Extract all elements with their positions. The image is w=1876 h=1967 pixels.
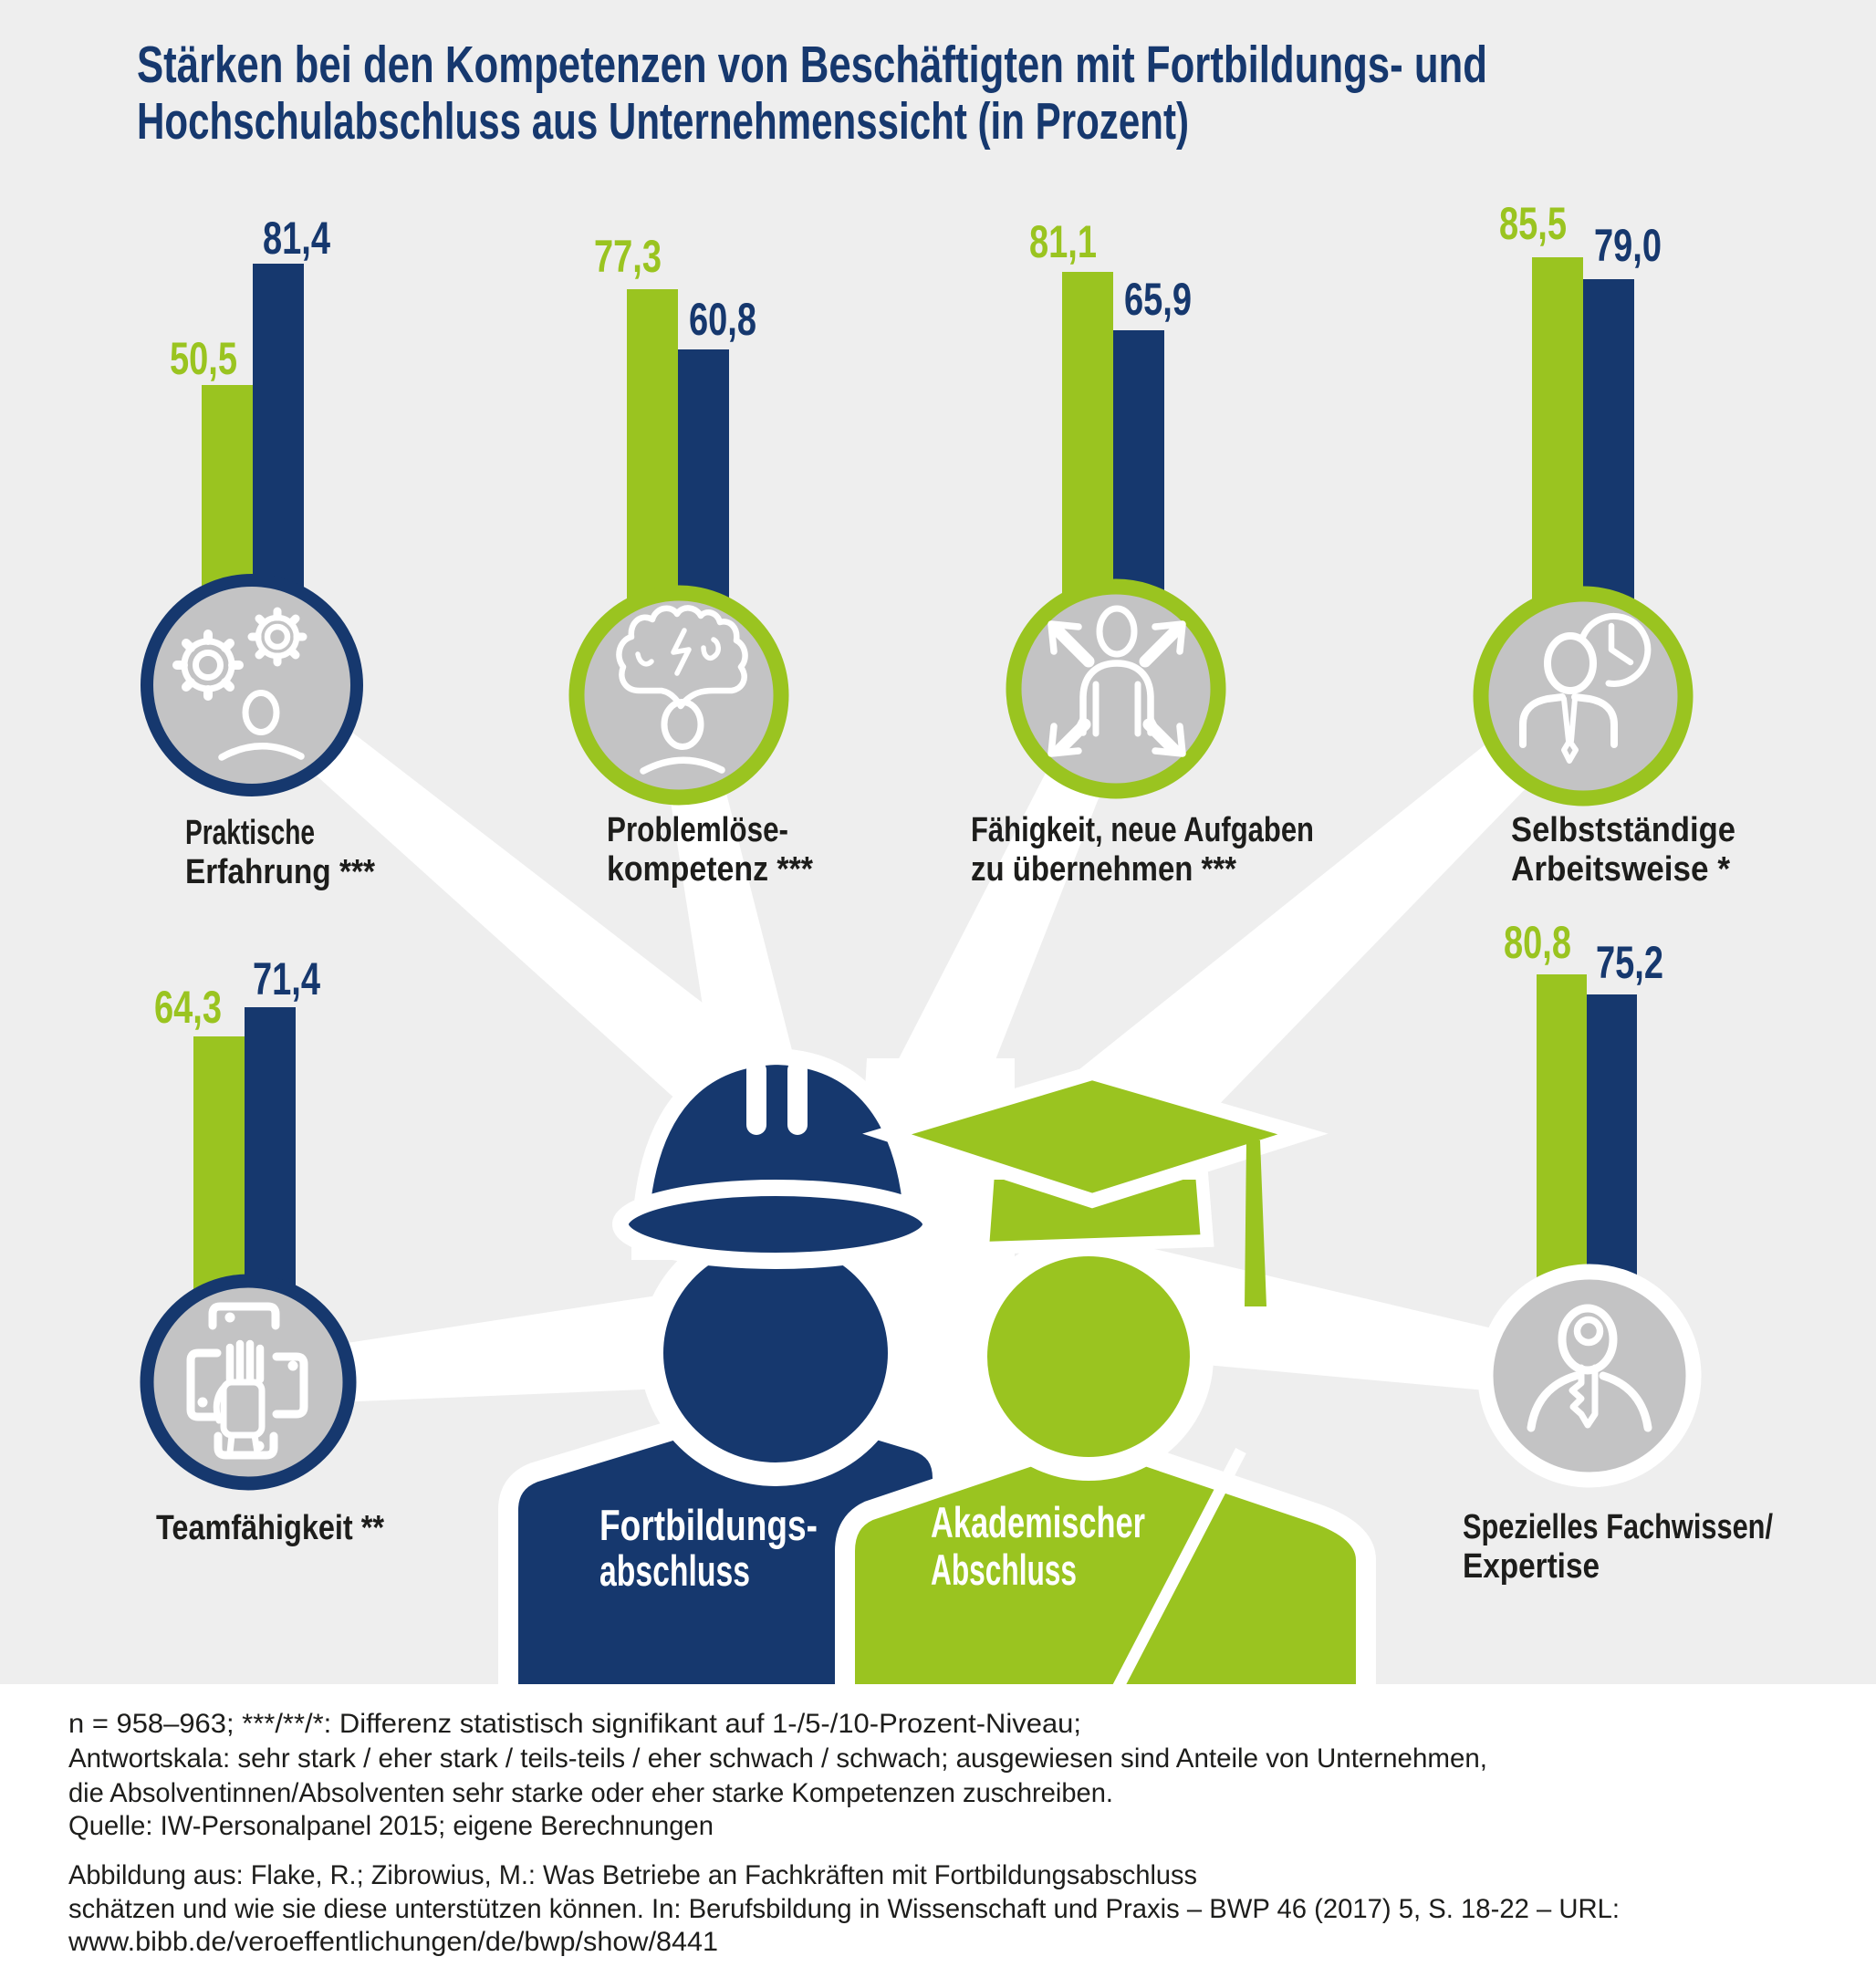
svg-text:71,4: 71,4 [253, 953, 320, 1004]
svg-text:Teamfähigkeit **: Teamfähigkeit ** [156, 1509, 384, 1547]
svg-text:kompetenz ***: kompetenz *** [607, 850, 813, 889]
svg-text:Spezielles Fachwissen/: Spezielles Fachwissen/ [1463, 1508, 1773, 1546]
svg-text:79,0: 79,0 [1594, 220, 1662, 271]
svg-text:abschluss: abschluss [599, 1546, 750, 1595]
svg-text:zu übernehmen ***: zu übernehmen *** [971, 850, 1236, 889]
svg-text:81,1: 81,1 [1029, 216, 1097, 267]
svg-text:60,8: 60,8 [689, 294, 756, 345]
svg-text:Erfahrung ***: Erfahrung *** [185, 853, 375, 891]
svg-text:85,5: 85,5 [1499, 198, 1567, 249]
svg-text:Quelle: IW-Personalpanel 2015;: Quelle: IW-Personalpanel 2015; eigene Be… [68, 1811, 714, 1841]
svg-text:Fortbildungs-: Fortbildungs- [599, 1501, 818, 1549]
svg-text:Expertise: Expertise [1463, 1547, 1600, 1586]
svg-text:Problemlöse-: Problemlöse- [607, 811, 788, 849]
svg-text:50,5: 50,5 [170, 333, 237, 384]
svg-text:die Absolventinnen/Absolventen: die Absolventinnen/Absolventen sehr star… [68, 1778, 1113, 1808]
svg-text:n = 958–963; ***/**/*: Differe: n = 958–963; ***/**/*: Differenz statist… [68, 1709, 1081, 1739]
svg-text:64,3: 64,3 [154, 982, 222, 1033]
svg-text:81,4: 81,4 [263, 213, 330, 264]
svg-text:Stärken bei den Kompetenzen vo: Stärken bei den Kompetenzen von Beschäft… [137, 36, 1487, 94]
svg-text:65,9: 65,9 [1124, 274, 1192, 325]
svg-text:77,3: 77,3 [594, 231, 662, 282]
svg-text:Abschluss: Abschluss [931, 1546, 1077, 1594]
svg-text:Arbeitsweise *: Arbeitsweise * [1511, 850, 1730, 889]
svg-text:Fähigkeit, neue Aufgaben: Fähigkeit, neue Aufgaben [971, 811, 1314, 849]
svg-text:Akademischer: Akademischer [931, 1498, 1145, 1546]
svg-text:80,8: 80,8 [1504, 917, 1571, 968]
svg-text:Selbstständige: Selbstständige [1511, 811, 1735, 849]
svg-text:Hochschulabschluss aus Unterne: Hochschulabschluss aus Unternehmenssicht… [137, 92, 1189, 151]
svg-text:75,2: 75,2 [1596, 937, 1663, 988]
svg-text:www.bibb.de/veroeffentlichunge: www.bibb.de/veroeffentlichungen/de/bwp/s… [68, 1927, 718, 1957]
svg-text:Praktische: Praktische [185, 814, 315, 852]
svg-text:Antwortskala: sehr stark / ehe: Antwortskala: sehr stark / eher stark / … [68, 1743, 1487, 1774]
svg-text:Abbildung aus: Flake, R.; Zibr: Abbildung aus: Flake, R.; Zibrowius, M.:… [68, 1860, 1197, 1890]
svg-text:schätzen und wie sie diese unt: schätzen und wie sie diese unterstützen … [68, 1894, 1620, 1924]
